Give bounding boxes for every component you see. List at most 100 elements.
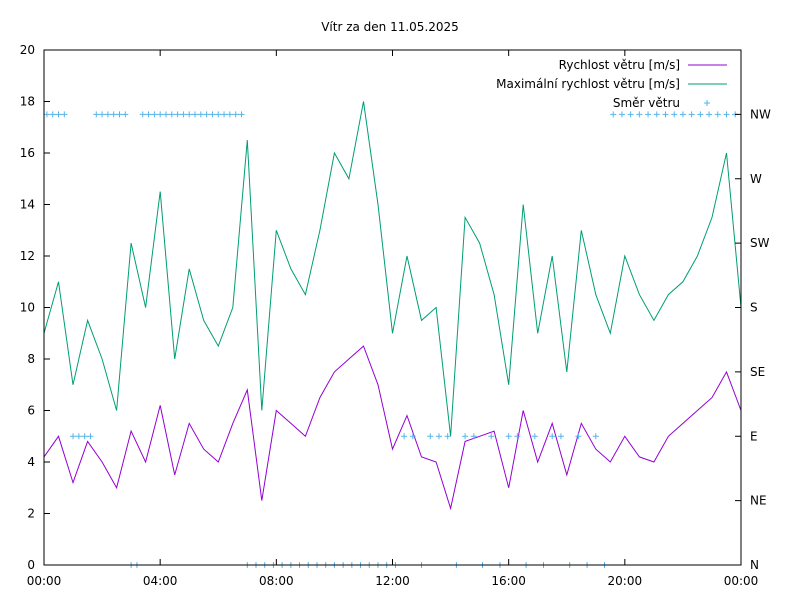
y2-tick-label: NW <box>750 107 771 121</box>
direction-point <box>531 433 538 440</box>
direction-point <box>151 111 158 118</box>
direction-point <box>99 111 106 118</box>
direction-point <box>653 111 660 118</box>
direction-point <box>645 111 652 118</box>
y-tick-label: 2 <box>27 507 35 521</box>
direction-point <box>662 111 669 118</box>
y-tick-label: 4 <box>27 455 35 469</box>
y2-tick-label: N <box>750 558 759 572</box>
direction-point <box>706 111 713 118</box>
direction-point <box>592 433 599 440</box>
y-tick-label: 14 <box>20 198 35 212</box>
x-tick-label: 08:00 <box>259 574 294 588</box>
direction-point <box>186 111 193 118</box>
direction-point <box>627 111 634 118</box>
direction-point <box>61 111 68 118</box>
direction-point <box>192 111 199 118</box>
direction-point <box>409 433 416 440</box>
x-tick-label: 04:00 <box>143 574 178 588</box>
direction-point <box>226 111 233 118</box>
y2-tick-label: E <box>750 429 758 443</box>
legend-label: Směr větru <box>613 96 680 110</box>
y-tick-label: 18 <box>20 95 35 109</box>
direction-point <box>180 111 187 118</box>
direction-point <box>197 111 204 118</box>
direction-point <box>238 111 245 118</box>
direction-point <box>122 111 129 118</box>
direction-point <box>43 111 50 118</box>
direction-point <box>168 111 175 118</box>
y2-tick-label: NE <box>750 494 767 508</box>
y-axis-ticks: 0 2 4 6 8 10 12 14 16 18 20 <box>20 43 50 572</box>
y2-tick-label: W <box>750 172 762 186</box>
direction-point <box>87 433 94 440</box>
direction-point <box>162 111 169 118</box>
direction-point <box>462 433 469 440</box>
direction-point <box>104 111 111 118</box>
direction-point <box>671 111 678 118</box>
y-tick-label: 12 <box>20 249 35 263</box>
y-tick-label: 10 <box>20 301 35 315</box>
legend: Rychlost větru [m/s] Maximální rychlost v… <box>496 58 727 110</box>
y2-axis-ticks: N NE E SE S SW W NW <box>735 107 771 572</box>
direction-point <box>557 433 564 440</box>
direction-point <box>444 433 451 440</box>
direction-point <box>203 111 210 118</box>
y-tick-label: 6 <box>27 404 35 418</box>
direction-point <box>505 433 512 440</box>
plot-frame <box>43 49 742 566</box>
direction-point <box>401 433 408 440</box>
direction-point <box>723 111 730 118</box>
direction-point <box>70 433 77 440</box>
y-tick-label: 16 <box>20 146 35 160</box>
direction-point <box>110 111 117 118</box>
series-line-0 <box>43 345 742 511</box>
direction-point <box>174 111 181 118</box>
direction-point <box>157 111 164 118</box>
y2-tick-label: SE <box>750 365 765 379</box>
direction-point <box>75 433 82 440</box>
direction-point <box>81 433 88 440</box>
y-tick-label: 20 <box>20 43 35 57</box>
y2-tick-label: S <box>750 301 758 315</box>
direction-point <box>232 111 239 118</box>
direction-point <box>679 111 686 118</box>
x-tick-label: 16:00 <box>491 574 526 588</box>
direction-point <box>470 433 477 440</box>
direction-point <box>209 111 216 118</box>
direction-point <box>55 111 62 118</box>
direction-point <box>49 111 56 118</box>
x-tick-label: 12:00 <box>375 574 410 588</box>
y-tick-label: 8 <box>27 352 35 366</box>
x-tick-label: 00:00 <box>27 574 62 588</box>
direction-point <box>435 433 442 440</box>
direction-point <box>688 111 695 118</box>
x-tick-label: 20:00 <box>608 574 643 588</box>
direction-point <box>221 111 228 118</box>
direction-point <box>636 111 643 118</box>
direction-point <box>215 111 222 118</box>
direction-point <box>116 111 123 118</box>
x-axis-ticks: 00:00 04:00 08:00 12:00 16:00 20:00 00:00 <box>27 50 759 588</box>
direction-point <box>697 111 704 118</box>
series-line-1 <box>43 101 742 437</box>
x-tick-label: 00:00 <box>724 574 759 588</box>
legend-label: Maximální rychlost větru [m/s] <box>496 77 680 91</box>
legend-label: Rychlost větru [m/s] <box>559 58 680 72</box>
direction-point <box>488 433 495 440</box>
direction-point <box>427 433 434 440</box>
y2-tick-label: SW <box>750 236 770 250</box>
direction-point <box>618 111 625 118</box>
plot-series <box>43 101 742 568</box>
direction-point <box>145 111 152 118</box>
direction-point <box>575 433 582 440</box>
chart-title: Vítr za den 11.05.2025 <box>321 20 459 34</box>
direction-point <box>610 111 617 118</box>
direction-point <box>549 433 556 440</box>
direction-point <box>139 111 146 118</box>
direction-point <box>714 111 721 118</box>
legend-swatch <box>704 100 710 106</box>
direction-point <box>93 111 100 118</box>
direction-point <box>514 433 521 440</box>
